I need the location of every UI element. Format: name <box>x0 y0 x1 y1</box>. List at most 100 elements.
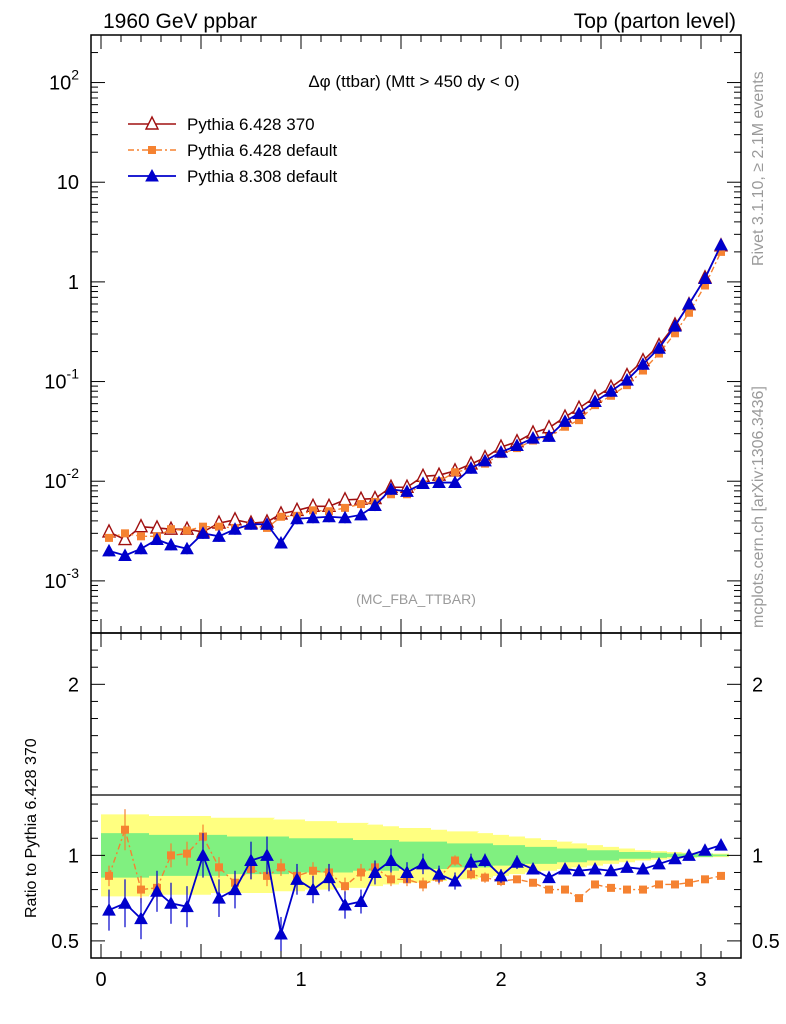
main-point <box>277 512 285 521</box>
ratio-ylabel: Ratio to Pythia 6.428 370 <box>23 738 40 918</box>
ratio-point <box>639 885 647 894</box>
main-point <box>636 357 650 370</box>
ratio-point <box>212 891 226 904</box>
ratio-point <box>368 865 382 878</box>
ratio-point <box>387 875 395 884</box>
main-series-line <box>108 245 722 541</box>
main-point <box>588 394 602 408</box>
ratio-point <box>526 862 540 875</box>
ratio-point <box>558 862 572 875</box>
ratio-point <box>260 848 274 861</box>
main-y-tick-label: 10 <box>57 172 79 194</box>
main-point <box>274 535 288 549</box>
main-point <box>526 431 540 444</box>
main-point <box>558 414 572 427</box>
main-point <box>400 484 414 497</box>
main-point <box>368 498 382 512</box>
ratio-y-tick-label: 1 <box>68 845 79 867</box>
main-point <box>117 530 133 546</box>
main-point <box>448 475 462 489</box>
ratio-point <box>561 885 569 894</box>
main-point <box>244 517 258 530</box>
main-y-ticks: 10-3 10-2 10-1 1 10 102 <box>44 34 741 634</box>
ratio-point <box>494 868 508 882</box>
ratio-point <box>604 863 618 877</box>
main-point <box>652 341 666 354</box>
ratio-point <box>121 825 129 834</box>
legend-label: Pythia 6.428 370 <box>187 115 315 134</box>
ratio-point <box>164 896 178 909</box>
ratio-point <box>668 851 682 865</box>
main-point <box>341 503 349 512</box>
main-point <box>575 416 583 425</box>
ratio-frame <box>90 632 742 959</box>
ratio-point <box>306 882 320 896</box>
main-point <box>164 537 178 551</box>
ratio-point <box>183 849 191 858</box>
main-series <box>101 237 729 561</box>
ratio-point <box>274 927 288 940</box>
ratio-point <box>588 862 602 875</box>
legend: Pythia 6.428 370 Pythia 6.428 default Pyth… <box>128 115 338 186</box>
main-point <box>309 506 317 515</box>
ratio-point <box>513 875 521 884</box>
ratio-point <box>685 878 693 887</box>
ratio-series-line <box>108 827 722 899</box>
ratio-point <box>575 894 583 903</box>
ratio-point <box>290 872 304 885</box>
ratio-point <box>400 865 414 878</box>
main-point <box>451 468 459 477</box>
main-point <box>685 308 693 317</box>
main-point <box>337 491 353 506</box>
main-point <box>494 445 508 458</box>
legend-label: Pythia 6.428 default <box>187 141 338 160</box>
x-tick-label: 1 <box>295 969 306 991</box>
ratio-x-ticks: 0 1 2 3 <box>95 633 742 991</box>
header-left: 1960 GeV ppbar <box>103 10 257 33</box>
legend-label: Pythia 8.308 default <box>187 167 338 186</box>
ratio-point <box>432 867 446 880</box>
main-point <box>354 507 368 521</box>
x-tick-label: 0 <box>95 969 106 991</box>
main-point <box>671 329 679 338</box>
ratio-point <box>196 848 210 861</box>
main-y-tick-label: 10-1 <box>44 366 79 394</box>
ratio-y-ticks: 0.5 0.5 1 1 2 2 <box>51 649 780 953</box>
main-point <box>150 532 164 546</box>
main-point <box>306 510 320 524</box>
ratio-point <box>478 853 492 866</box>
watermark: (MC_FBA_TTBAR) <box>356 591 476 607</box>
legend-marker <box>145 168 159 182</box>
ratio-point <box>510 855 524 868</box>
ratio-point <box>263 871 271 880</box>
main-point <box>118 548 132 561</box>
ratio-point <box>118 896 132 909</box>
ratio-point <box>419 880 427 889</box>
ratio-point <box>150 884 164 897</box>
ratio-y-tick-label: 0.5 <box>51 931 79 953</box>
main-point <box>121 529 129 538</box>
ratio-y-tick-label-right: 2 <box>752 674 763 696</box>
main-point <box>180 541 194 555</box>
ratio-point <box>655 880 663 889</box>
main-point <box>668 319 682 332</box>
ratio-point <box>607 883 615 892</box>
ratio-point <box>180 899 194 913</box>
main-point <box>701 281 709 290</box>
x-tick-label: 3 <box>695 969 706 991</box>
ratio-point <box>591 880 599 889</box>
ratio-point <box>464 855 478 868</box>
ratio-point <box>623 885 631 894</box>
ratio-y-tick-label: 2 <box>68 674 79 696</box>
main-series-line <box>108 251 722 539</box>
main-point <box>167 525 175 534</box>
main-point <box>260 517 274 530</box>
main-point <box>215 522 223 531</box>
ratio-point <box>167 851 175 860</box>
ratio-point <box>338 897 352 911</box>
main-point <box>338 510 352 524</box>
ratio-point <box>354 894 368 908</box>
main-point <box>290 511 304 525</box>
ratio-point <box>620 860 634 873</box>
main-point <box>572 406 586 420</box>
